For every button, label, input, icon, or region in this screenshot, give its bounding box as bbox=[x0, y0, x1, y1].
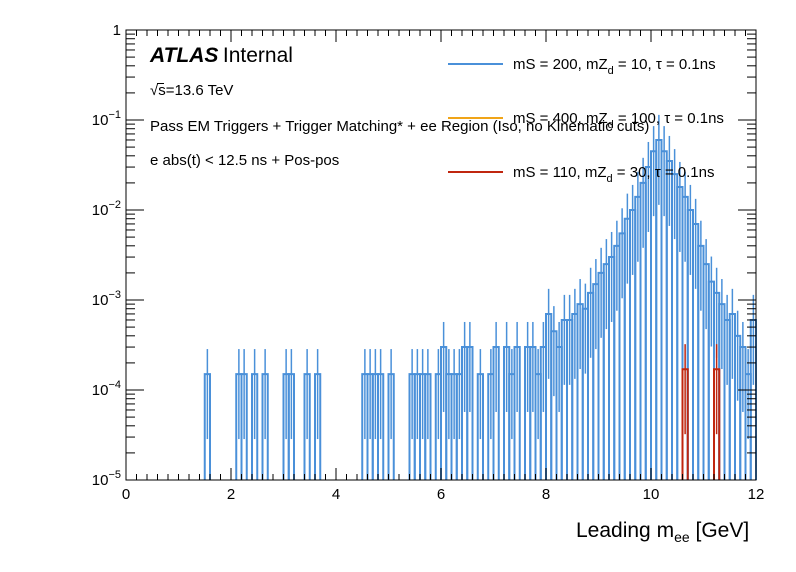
legend-label: mS = 110, mZd = 30, τ = 0.1ns bbox=[513, 164, 714, 185]
experiment-status: Internal bbox=[222, 44, 293, 67]
energy-label: √ s=13.6 TeV bbox=[150, 82, 234, 99]
y-tick-labels: 10−5 10−4 10−3 10−2 10−1 1 bbox=[92, 22, 121, 489]
y-tick-label: 10−2 bbox=[92, 199, 121, 219]
x-tick-label: 10 bbox=[643, 486, 660, 503]
legend-layer: mS = 200, mZd = 10, τ = 0.1ns mS = 400, m… bbox=[448, 56, 724, 185]
x-tick-label: 4 bbox=[332, 486, 340, 503]
legend-label: mS = 200, mZd = 10, τ = 0.1ns bbox=[513, 56, 716, 77]
x-axis-title: Leading mee [GeV] bbox=[576, 519, 750, 546]
axes-layer bbox=[125, 29, 757, 481]
y-tick-label: 10−1 bbox=[92, 109, 121, 129]
x-tick-label: 2 bbox=[227, 486, 235, 503]
experiment-name: ATLAS bbox=[150, 44, 219, 67]
x-tick-label: 0 bbox=[122, 486, 130, 503]
legend-label: mS = 400, mZd = 100, τ = 0.1ns bbox=[513, 110, 724, 131]
selection-annotation: Pass EM Triggers + Trigger Matching* + e… bbox=[150, 118, 650, 135]
y-tick-label: 10−3 bbox=[92, 289, 121, 309]
x-tick-label: 12 bbox=[748, 486, 765, 503]
y-tick-label: 10−4 bbox=[92, 379, 121, 399]
y-tick-label: 10−5 bbox=[92, 469, 121, 489]
x-tick-label: 8 bbox=[542, 486, 550, 503]
atlas-label: ATLAS Internal bbox=[150, 44, 293, 68]
sqrt-symbol: √ bbox=[150, 82, 164, 99]
x-tick-labels: 0 2 4 6 8 10 12 bbox=[122, 486, 765, 503]
y-tick-label: 1 bbox=[113, 22, 121, 39]
cut-annotation: e abs(t) < 12.5 ns + Pos-pos bbox=[150, 152, 340, 169]
x-tick-label: 6 bbox=[437, 486, 445, 503]
